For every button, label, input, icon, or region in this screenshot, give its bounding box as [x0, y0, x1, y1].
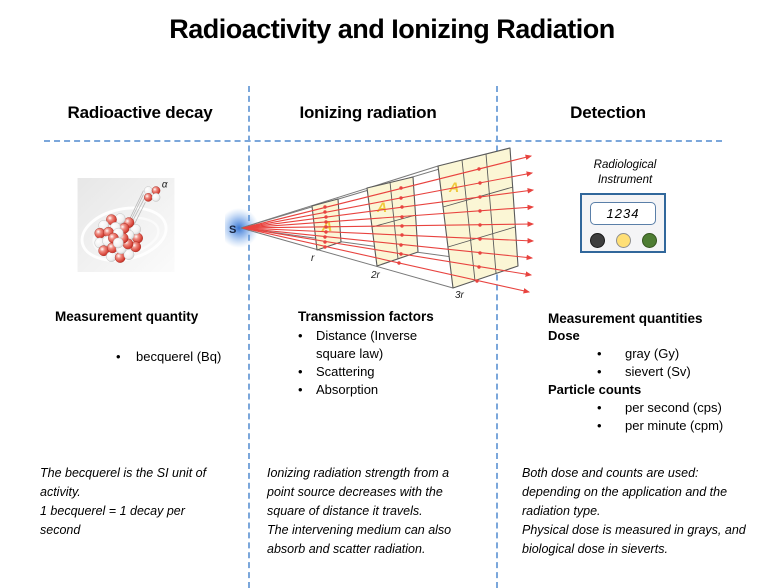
header-divider [44, 140, 722, 142]
particle-counts-subheading: Particle counts [548, 382, 642, 397]
column-divider-right [496, 86, 498, 588]
counts-bullet-label: per second (cps) [625, 400, 722, 415]
bullet-icon: • [298, 328, 303, 343]
alpha-decay-illustration: α [77, 178, 175, 272]
bullet-icon: • [298, 382, 303, 397]
alpha-label: α [162, 180, 168, 191]
radiation-factors-block: Transmission factors • Distance (Inverse… [298, 309, 468, 399]
radiation-section-heading: Transmission factors [298, 309, 434, 324]
radiation-rays [242, 154, 535, 294]
radiation-bullet-label: Distance (Inverse square law) [316, 328, 418, 361]
dose-bullet-label: sievert (Sv) [625, 364, 691, 379]
inverse-square-law-diagram: A A A S r 2r [225, 147, 535, 300]
bullet-icon: • [597, 400, 602, 415]
decay-bullet-label: becquerel (Bq) [136, 349, 222, 364]
column-divider-left [248, 86, 250, 588]
decay-note: The becquerel is the SI unit of activity… [40, 466, 207, 537]
bullet-icon: • [597, 346, 602, 361]
source-label: S [229, 224, 236, 236]
dose-bullet-label: gray (Gy) [625, 346, 680, 361]
nucleus [94, 213, 143, 263]
column-header-radioactive-decay: Radioactive decay [67, 103, 213, 122]
radiation-bullet-label: Absorption [316, 382, 379, 397]
bullet-icon: • [298, 364, 303, 379]
radiological-instrument: 1234 [580, 193, 666, 253]
detection-quantities-block: Measurement quantities Dose • gray (Gy) … [548, 311, 778, 435]
list-item: • Absorption [298, 381, 468, 399]
radiation-note: Ionizing radiation strength from a point… [267, 466, 452, 556]
column-header-ionizing-radiation: Ionizing radiation [299, 103, 437, 122]
detection-section-heading: Measurement quantities [548, 311, 703, 326]
instrument-label: Radiological Instrument [593, 159, 657, 186]
counts-bullet-label: per minute (cpm) [625, 418, 724, 433]
instrument-display: 1234 [590, 202, 656, 225]
bullet-icon: • [116, 349, 121, 364]
slide-title: Radioactivity and Ionizing Radiation [169, 14, 615, 44]
list-item: • Scattering [298, 363, 468, 381]
list-item: • gray (Gy) [597, 345, 778, 363]
instrument-light-green [641, 233, 657, 248]
svg-text:A: A [448, 179, 459, 195]
list-item: • per second (cps) [597, 399, 778, 417]
list-item: • sievert (Sv) [597, 363, 778, 381]
list-item: • becquerel (Bq) [116, 348, 221, 366]
svg-text:3r: 3r [455, 290, 465, 300]
svg-text:2r: 2r [370, 270, 381, 281]
instrument-light-yellow [615, 233, 631, 248]
list-item: • Distance (Inverse square law) [298, 327, 468, 363]
distance-labels: r 2r 3r [311, 253, 465, 300]
bullet-icon: • [597, 364, 602, 379]
dose-subheading: Dose [548, 328, 580, 343]
ray-dots [323, 167, 482, 283]
list-item: • per minute (cpm) [597, 417, 778, 435]
decay-section-heading: Measurement quantity [55, 309, 199, 324]
alpha-particle [144, 186, 161, 202]
detection-note: Both dose and counts are used: depending… [522, 466, 746, 556]
svg-text:r: r [311, 253, 315, 264]
instrument-lights [582, 233, 664, 248]
svg-text:A: A [376, 199, 387, 215]
radiation-bullet-label: Scattering [316, 364, 375, 379]
bullet-icon: • [597, 418, 602, 433]
emission-lines [129, 190, 146, 226]
instrument-light-dark [589, 233, 605, 248]
column-header-detection: Detection [570, 103, 646, 122]
